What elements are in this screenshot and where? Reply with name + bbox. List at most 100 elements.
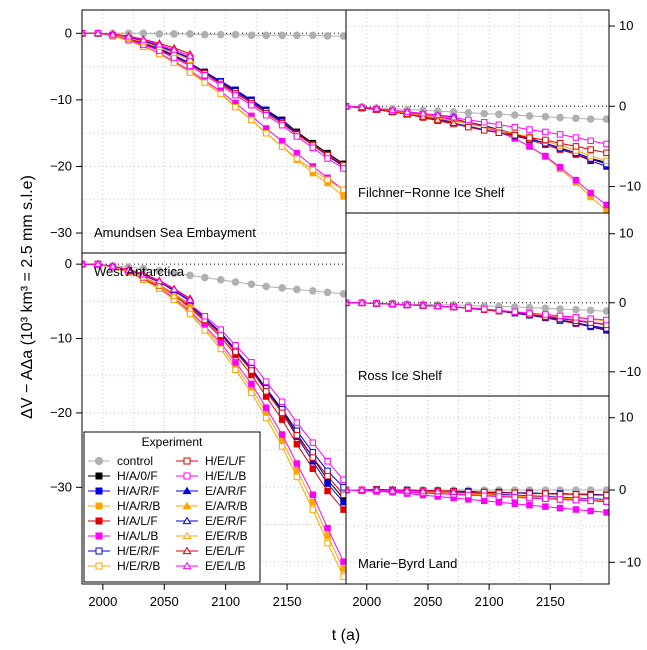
panel-marie-byrd-land: 10 0 −10 Marie−Byrd Land	[345, 395, 641, 585]
y-tick-label: 10	[619, 226, 633, 241]
y-tick-label: 0	[619, 98, 626, 113]
data-point	[309, 454, 317, 461]
data-point	[526, 501, 533, 509]
data-point	[309, 506, 317, 513]
legend-box	[83, 431, 261, 583]
data-point	[309, 491, 317, 498]
data-point	[511, 123, 519, 131]
data-point	[248, 367, 255, 374]
data-point	[201, 79, 209, 86]
data-point	[480, 109, 489, 118]
data-point	[587, 137, 594, 145]
panel-filchner-ronne-ice-shelf: 10 0 −10 Filchner−Ronne Ice Shelf	[345, 9, 641, 214]
series-h-a-r-b	[82, 30, 346, 200]
data-point	[572, 114, 580, 123]
legend-label: H/E/R/F	[117, 544, 160, 558]
data-point	[587, 152, 594, 160]
data-point	[82, 260, 87, 268]
legend-marker	[182, 516, 192, 525]
panel-amundsen-sea-embayment: 0 −10 −20 −30 Amundsen Sea Embayment	[50, 9, 347, 254]
data-point	[293, 431, 301, 439]
series-line	[82, 32, 344, 167]
legend-label: H/A/R/F	[117, 484, 160, 498]
panel-grid	[346, 396, 609, 584]
y-axis-label: ΔV − AΔa (10³ km³ = 2.5 mm s.l.e)	[19, 175, 36, 419]
x-tick-label: 2050	[413, 594, 442, 609]
data-point	[200, 30, 209, 39]
legend-label: H/A/0/F	[117, 469, 158, 483]
data-point	[572, 305, 580, 314]
legend-entry-h-e-l-b: H/E/L/B	[176, 469, 246, 483]
series-line	[82, 32, 344, 166]
data-point	[170, 30, 178, 38]
data-point	[169, 45, 179, 53]
data-point	[586, 306, 595, 315]
data-point	[232, 366, 239, 374]
legend-marker	[95, 472, 103, 480]
data-point	[357, 298, 367, 306]
data-point	[309, 287, 317, 295]
data-point	[293, 149, 301, 157]
data-point	[124, 266, 133, 273]
series-h-e-l-f	[346, 103, 609, 157]
data-point	[232, 103, 239, 111]
data-point	[542, 136, 549, 144]
series-h-e-r-b	[346, 103, 609, 165]
legend-marker	[95, 502, 103, 510]
data-point	[324, 467, 331, 475]
panel-title: Filchner−Ronne Ice Shelf	[358, 185, 505, 200]
data-point	[572, 506, 580, 513]
data-point	[216, 275, 225, 284]
data-point	[262, 282, 270, 291]
panel-grid	[346, 10, 609, 213]
data-point	[402, 486, 412, 494]
data-point	[340, 506, 346, 513]
data-point	[556, 164, 564, 171]
data-point	[186, 62, 194, 70]
data-point	[293, 133, 301, 140]
series-e-e-l-b	[346, 102, 458, 121]
panel-title: Amundsen Sea Embayment	[94, 225, 256, 240]
data-point	[232, 359, 239, 366]
data-point	[278, 443, 286, 450]
data-point	[217, 339, 225, 347]
panel-frame	[81, 9, 347, 254]
series-line	[82, 32, 344, 166]
data-point	[511, 493, 519, 501]
data-point	[587, 491, 594, 499]
legend-entry-e-e-l-f: E/E/L/F	[176, 544, 245, 558]
data-point	[324, 472, 331, 480]
data-point	[93, 260, 103, 268]
data-point	[340, 476, 346, 484]
axes-layer: t (a) ΔV − AΔa (10³ km³ = 2.5 mm s.l.e) …	[19, 175, 565, 644]
series-line	[346, 105, 607, 162]
series-line	[346, 302, 607, 330]
x-tick-label: 2050	[150, 594, 179, 609]
data-point	[262, 414, 270, 422]
legend-entry-h-e-l-f: H/E/L/F	[176, 454, 246, 468]
data-point	[155, 40, 164, 48]
data-point	[278, 398, 286, 406]
data-point	[217, 345, 225, 353]
legend-entry-e-a-r-b: E/A/R/B	[176, 499, 248, 513]
panel-grid	[346, 213, 609, 396]
legend-entry-h-a-r-b: H/A/R/B	[88, 499, 160, 513]
data-point	[465, 116, 472, 124]
x-tick-label: 2100	[211, 594, 240, 609]
data-point	[248, 359, 255, 366]
data-point	[572, 496, 580, 504]
data-point	[93, 29, 103, 37]
y-tick-label: −30	[50, 479, 72, 494]
data-point	[231, 278, 240, 286]
series-control	[346, 298, 609, 315]
data-point	[603, 509, 609, 516]
data-point	[556, 139, 564, 147]
data-point	[603, 140, 609, 148]
data-point	[247, 31, 256, 40]
data-point	[526, 126, 533, 133]
data-point	[602, 115, 609, 123]
x-tick-label: 2150	[536, 594, 565, 609]
data-point	[542, 311, 549, 318]
data-point	[186, 30, 194, 38]
panel-title: Ross Ice Shelf	[358, 368, 442, 383]
